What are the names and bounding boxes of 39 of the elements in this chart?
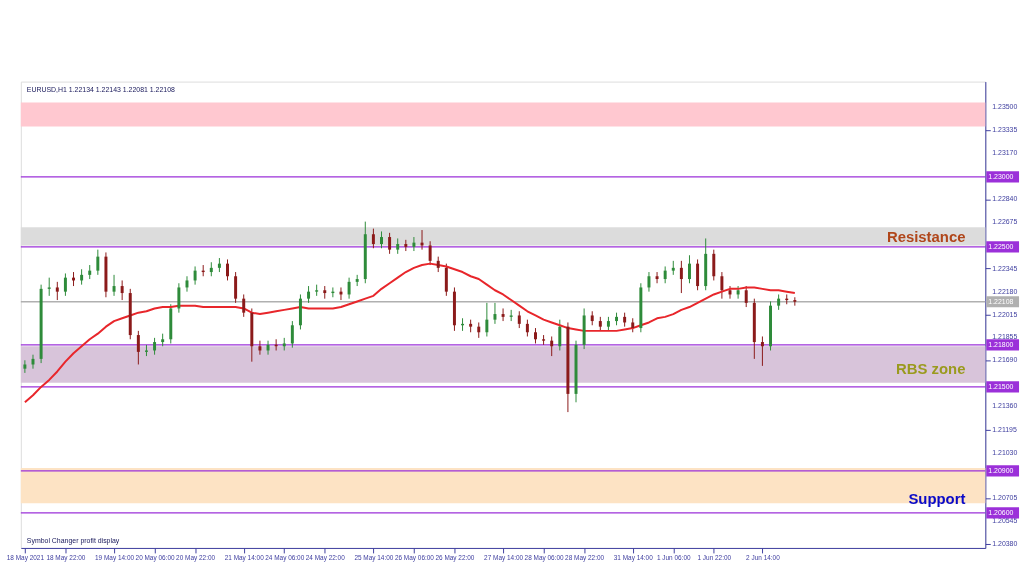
candlestick (412, 236, 416, 252)
candlestick (388, 232, 392, 255)
candlestick (136, 330, 140, 365)
candlestick (55, 281, 59, 301)
candlestick (185, 275, 189, 293)
candlestick (47, 277, 51, 297)
candlestick (655, 271, 659, 284)
candlestick (63, 272, 67, 297)
candlestick (696, 258, 700, 291)
annotation: Support (908, 491, 966, 508)
candlestick (501, 307, 505, 322)
candlestick (493, 302, 497, 325)
candlestick (371, 228, 375, 249)
candlestick (96, 249, 100, 276)
candlestick (647, 271, 651, 293)
candlestick (736, 285, 740, 300)
candlestick (226, 258, 229, 281)
candlestick (120, 279, 124, 301)
candlestick (242, 293, 246, 318)
candlestick (234, 271, 238, 304)
candlestick (444, 263, 448, 297)
candlestick (485, 302, 489, 337)
annotation: RBS zone (896, 361, 966, 378)
candlestick (347, 277, 351, 300)
line-series (23, 262, 796, 404)
candlestick (112, 274, 116, 297)
candlestick (177, 282, 181, 314)
candlestick (679, 260, 683, 294)
candlestick (760, 335, 764, 367)
candlestick (558, 319, 562, 351)
candlestick (290, 320, 294, 349)
candlestick (193, 265, 197, 286)
candlestick (744, 285, 748, 308)
candlestick (258, 340, 262, 356)
candlestick (720, 271, 724, 300)
annotation: Resistance (886, 229, 966, 246)
candlestick (712, 249, 716, 281)
candlestick (23, 359, 27, 374)
candlestick (687, 254, 691, 284)
